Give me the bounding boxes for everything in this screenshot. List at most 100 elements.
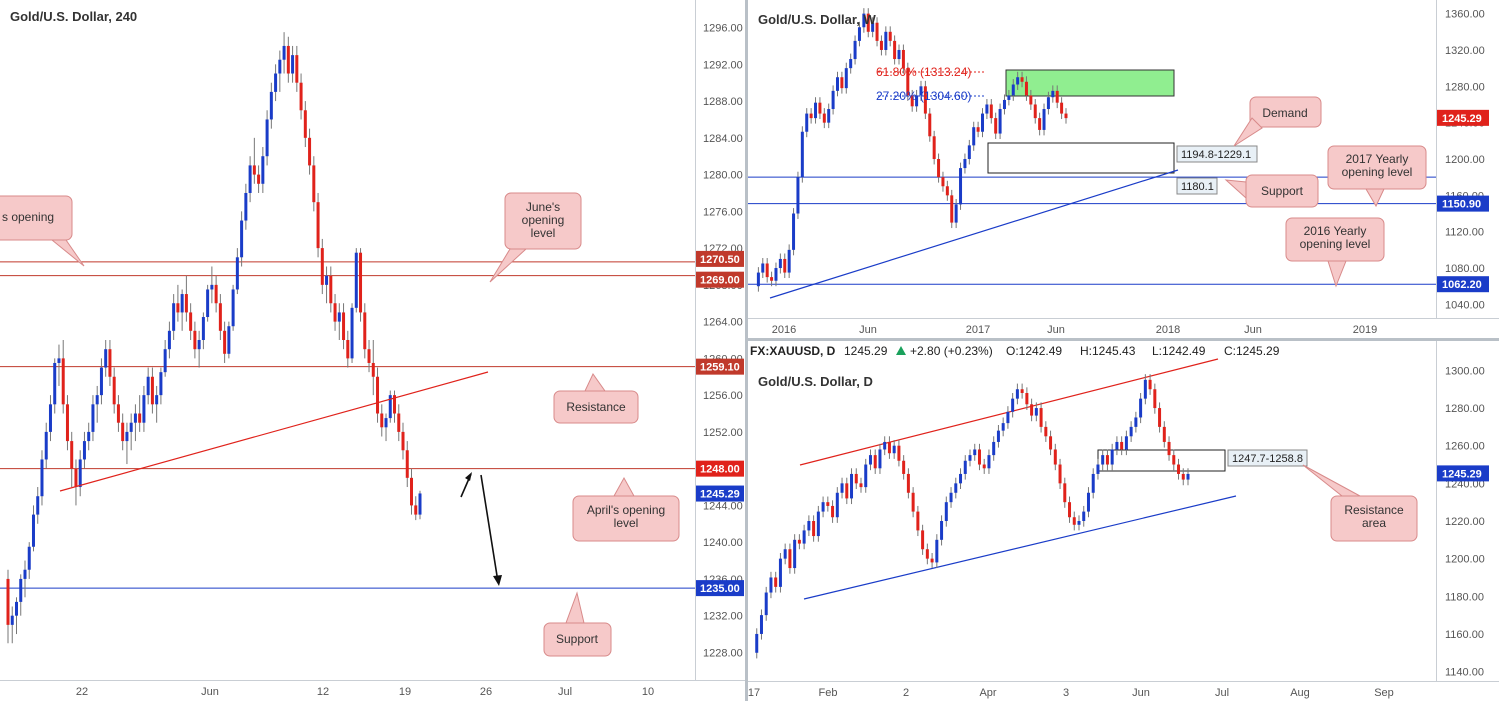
candle-up xyxy=(774,268,778,281)
candle-up xyxy=(197,340,201,350)
y-tick-label: 1280.00 xyxy=(703,170,743,182)
panel-divider-horizontal[interactable] xyxy=(748,338,1499,341)
candle-up xyxy=(1086,492,1090,512)
candle-up xyxy=(248,165,252,193)
y-tick-label: 1240.00 xyxy=(703,537,743,549)
candle-down xyxy=(822,113,826,123)
candle-down xyxy=(312,165,316,203)
y-tick-label: 1276.00 xyxy=(703,206,743,218)
candle-down xyxy=(875,22,879,41)
y-tick-label: 1280.00 xyxy=(1445,81,1485,93)
candle-up xyxy=(868,455,872,465)
candle-up xyxy=(418,493,422,515)
candle-down xyxy=(218,303,222,331)
candle-down xyxy=(74,468,78,488)
candle-up xyxy=(1015,389,1019,399)
candle-down xyxy=(840,77,844,89)
candle-down xyxy=(61,358,65,405)
price-label-box xyxy=(696,250,744,267)
callout-2017-yearly: 2017 Yearly opening level xyxy=(1327,145,1427,208)
demand-zone-label: 1194.8-1229.1 xyxy=(1176,145,1258,163)
candle-down xyxy=(414,505,418,515)
candle-up xyxy=(935,539,939,563)
candle-up xyxy=(19,578,23,602)
candle-down xyxy=(1148,379,1152,390)
candle-down xyxy=(316,202,320,249)
candle-up xyxy=(244,192,248,221)
price-label-text: 1270.50 xyxy=(700,254,740,266)
candle-down xyxy=(189,312,193,331)
chart-panel-daily[interactable]: 1300.00 1280.00 1260.00 1240.00 1220.00 1200.… xyxy=(748,341,1499,701)
svg-text:Demand: Demand xyxy=(1262,106,1307,120)
candle-down xyxy=(937,159,941,178)
candle-up xyxy=(963,460,967,474)
candle-up xyxy=(210,284,214,290)
price-label-text: 1245.29 xyxy=(1442,113,1482,125)
candle-up xyxy=(31,514,35,547)
candle-up xyxy=(778,258,782,269)
chart-4h-svg[interactable]: 1296.00 1292.00 1288.00 1284.00 1280.00 1276.… xyxy=(0,0,745,701)
candle-up xyxy=(269,91,273,120)
candle-up xyxy=(1051,90,1055,98)
y-tick-label: 1180.00 xyxy=(1445,591,1484,603)
y-tick-label: 1288.00 xyxy=(703,96,743,108)
candle-down xyxy=(346,340,350,359)
candle-down xyxy=(941,177,945,187)
candle-down xyxy=(923,86,927,114)
callout-support-4h: Support xyxy=(543,591,612,657)
candle-down xyxy=(770,277,774,281)
candle-up xyxy=(167,330,171,350)
candle-up xyxy=(227,326,231,354)
candle-down xyxy=(223,330,227,354)
candle-up xyxy=(769,577,773,593)
price-label-text: 1245.29 xyxy=(700,489,740,501)
candle-up xyxy=(959,168,963,205)
candle-down xyxy=(845,483,849,499)
candle-up xyxy=(1034,408,1038,416)
candle-up xyxy=(967,145,971,159)
panel-divider-vertical[interactable] xyxy=(745,0,748,701)
candle-up xyxy=(954,204,958,223)
candle-up xyxy=(1129,426,1133,437)
arrow-down-long xyxy=(480,474,499,583)
candle-down xyxy=(405,450,409,478)
candle-up xyxy=(992,441,996,456)
candle-up xyxy=(231,289,235,327)
x-tick-label: Jun xyxy=(1132,687,1150,699)
candle-down xyxy=(866,13,870,32)
y-tick-label: 1228.00 xyxy=(703,647,743,659)
candle-down xyxy=(286,45,290,74)
y-tick-label: 1040.00 xyxy=(1445,299,1485,311)
chart-panel-4h[interactable]: 1296.00 1292.00 1288.00 1284.00 1280.00 1276.… xyxy=(0,0,745,701)
x-tick-label: 26 xyxy=(480,686,492,698)
candle-up xyxy=(759,615,763,634)
candle-up xyxy=(261,156,265,184)
candle-up xyxy=(78,459,82,488)
chart-weekly-svg[interactable]: 1360.001320.001280.001240.001200.001160.… xyxy=(748,0,1499,338)
candle-up xyxy=(1091,473,1095,493)
candle-down xyxy=(910,95,914,107)
candle-down xyxy=(359,252,363,313)
candle-down xyxy=(1063,483,1067,503)
y-tick-label: 1252.00 xyxy=(703,427,743,439)
candle-up xyxy=(853,40,857,60)
price-label-box xyxy=(1437,109,1489,126)
candle-down xyxy=(831,505,835,518)
x-tick-label: 2018 xyxy=(1156,324,1180,336)
candle-down xyxy=(945,186,949,196)
candle-up xyxy=(206,289,210,318)
candle-down xyxy=(1049,436,1053,450)
candle-up xyxy=(857,27,861,41)
y-tick-label: 1220.00 xyxy=(1445,516,1485,528)
candle-up xyxy=(783,549,787,559)
candle-down xyxy=(977,449,981,465)
chart-panel-weekly[interactable]: 1360.001320.001280.001240.001200.001160.… xyxy=(748,0,1499,338)
chart-daily-svg[interactable]: 1300.001280.001260.001240.001220.001200.… xyxy=(748,341,1499,701)
candle-up xyxy=(821,502,825,512)
candle-up xyxy=(172,303,176,331)
fib-272-label: 27.20% (1304.60) xyxy=(876,89,971,103)
candle-up xyxy=(1002,99,1006,110)
candle-down xyxy=(108,349,112,377)
candle-down xyxy=(994,118,998,134)
candle-up xyxy=(1139,398,1143,418)
